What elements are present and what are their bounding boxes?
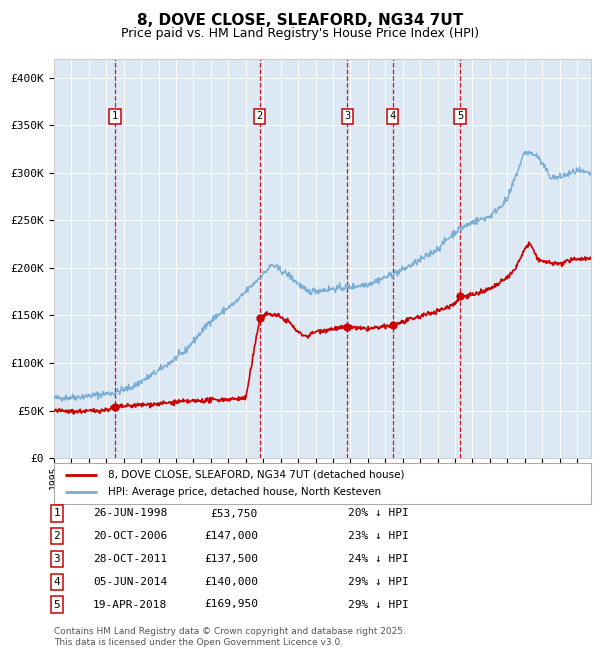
Text: 8, DOVE CLOSE, SLEAFORD, NG34 7UT (detached house): 8, DOVE CLOSE, SLEAFORD, NG34 7UT (detac… bbox=[108, 470, 404, 480]
Text: Contains HM Land Registry data © Crown copyright and database right 2025.
This d: Contains HM Land Registry data © Crown c… bbox=[54, 627, 406, 647]
Text: 4: 4 bbox=[53, 577, 61, 587]
Text: 8, DOVE CLOSE, SLEAFORD, NG34 7UT: 8, DOVE CLOSE, SLEAFORD, NG34 7UT bbox=[137, 13, 463, 28]
Text: £140,000: £140,000 bbox=[204, 577, 258, 587]
Text: 24% ↓ HPI: 24% ↓ HPI bbox=[348, 554, 409, 564]
Text: 2: 2 bbox=[53, 531, 61, 541]
Text: 20-OCT-2006: 20-OCT-2006 bbox=[93, 531, 167, 541]
Text: 4: 4 bbox=[389, 111, 396, 122]
Text: £169,950: £169,950 bbox=[204, 599, 258, 610]
Text: 28-OCT-2011: 28-OCT-2011 bbox=[93, 554, 167, 564]
Text: 20% ↓ HPI: 20% ↓ HPI bbox=[348, 508, 409, 519]
Text: 1: 1 bbox=[112, 111, 118, 122]
Text: £137,500: £137,500 bbox=[204, 554, 258, 564]
Text: 05-JUN-2014: 05-JUN-2014 bbox=[93, 577, 167, 587]
Text: 23% ↓ HPI: 23% ↓ HPI bbox=[348, 531, 409, 541]
Text: 3: 3 bbox=[53, 554, 61, 564]
Text: 19-APR-2018: 19-APR-2018 bbox=[93, 599, 167, 610]
Text: 29% ↓ HPI: 29% ↓ HPI bbox=[348, 577, 409, 587]
Text: HPI: Average price, detached house, North Kesteven: HPI: Average price, detached house, Nort… bbox=[108, 488, 381, 497]
Text: £53,750: £53,750 bbox=[211, 508, 258, 519]
Text: 5: 5 bbox=[457, 111, 463, 122]
Text: 2: 2 bbox=[257, 111, 263, 122]
Text: 5: 5 bbox=[53, 599, 61, 610]
Text: Price paid vs. HM Land Registry's House Price Index (HPI): Price paid vs. HM Land Registry's House … bbox=[121, 27, 479, 40]
Text: £147,000: £147,000 bbox=[204, 531, 258, 541]
Text: 29% ↓ HPI: 29% ↓ HPI bbox=[348, 599, 409, 610]
Text: 3: 3 bbox=[344, 111, 350, 122]
Text: 1: 1 bbox=[53, 508, 61, 519]
Text: 26-JUN-1998: 26-JUN-1998 bbox=[93, 508, 167, 519]
